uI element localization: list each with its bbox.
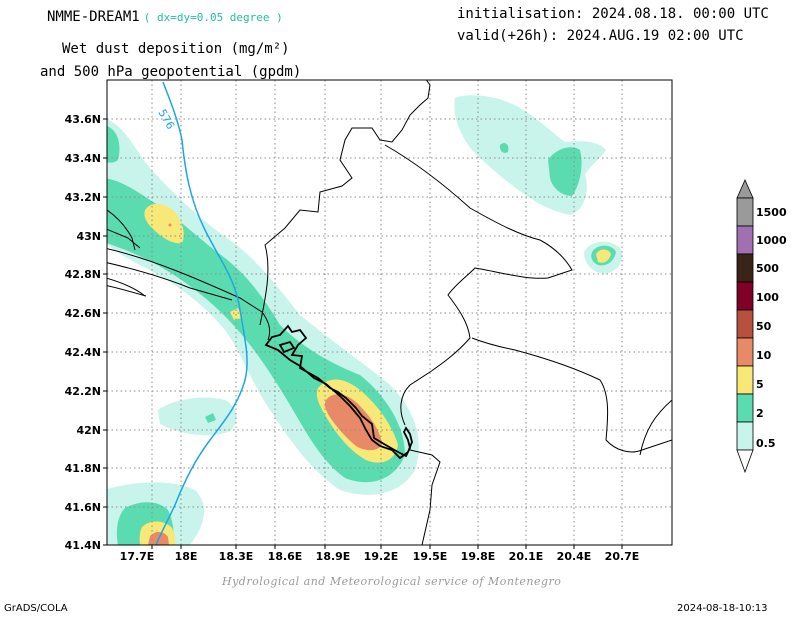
model-name: NMME-DREAM1 — [47, 9, 140, 25]
legend-swatch — [736, 365, 754, 395]
lat-label: 42.2N — [65, 385, 101, 398]
map-grid — [107, 80, 672, 545]
lon-label: 20.1E — [509, 550, 544, 563]
legend-swatch — [736, 449, 754, 474]
longitude-labels: 17.7E 18E 18.3E 18.6E 18.9E 19.2E 19.5E … — [120, 550, 640, 563]
legend-swatch — [736, 197, 754, 227]
legend-label: 1500 — [756, 206, 787, 219]
geopotential-contour-576 — [155, 81, 248, 545]
lat-label: 42.6N — [65, 307, 101, 320]
lat-label: 43N — [76, 230, 101, 243]
deposition-field: 576 — [107, 80, 672, 545]
lon-label: 17.7E — [120, 550, 155, 563]
lat-label: 43.6N — [65, 113, 101, 126]
legend-label: 10 — [756, 349, 772, 362]
legend-swatch — [736, 421, 754, 451]
software-credit: GrADS/COLA — [4, 603, 68, 614]
legend-swatch — [736, 309, 754, 339]
agency-credit: Hydrological and Meteorological service … — [222, 575, 562, 588]
legend-swatch — [736, 337, 754, 367]
legend-label: 2 — [756, 407, 764, 420]
latitude-labels: 43.6N 43.4N 43.2N 43N 42.8N 42.6N 42.4N … — [65, 113, 101, 552]
lon-label: 18.9E — [316, 550, 351, 563]
legend-label: 50 — [756, 320, 772, 333]
model-resolution: ( dx=dy=0.05 degree ) — [143, 11, 283, 24]
legend-swatch — [736, 225, 754, 255]
lat-label: 42N — [76, 424, 101, 437]
lat-label: 41.6N — [65, 501, 101, 514]
lon-label: 18.6E — [268, 550, 303, 563]
model-title: NMME-DREAM1( dx=dy=0.05 degree ) — [47, 6, 283, 25]
legend-label: 100 — [756, 291, 779, 304]
lon-label: 19.2E — [364, 550, 399, 563]
lat-label: 43.4N — [65, 152, 101, 165]
legend-swatch — [736, 179, 754, 199]
legend-swatch — [736, 393, 754, 423]
map-title-line1: Wet dust deposition (mg/m²) — [62, 41, 290, 57]
legend-colorbar — [736, 179, 754, 474]
lat-label: 43.2N — [65, 191, 101, 204]
lat-label: 42.8N — [65, 268, 101, 281]
lon-label: 20.4E — [557, 550, 592, 563]
axis-ticks — [103, 118, 623, 549]
lon-label: 19.5E — [413, 550, 448, 563]
lon-label: 18.3E — [219, 550, 254, 563]
montenegro-coastline — [264, 324, 413, 460]
legend-label: 5 — [756, 378, 764, 391]
lat-label: 41.8N — [65, 462, 101, 475]
map-title-line2: and 500 hPa geopotential (gpdm) — [40, 64, 302, 80]
legend-swatch — [736, 281, 754, 311]
country-borders — [107, 80, 672, 545]
lon-label: 20.7E — [605, 550, 640, 563]
initialisation-time: initialisation: 2024.08.18. 00:00 UTC — [457, 6, 769, 22]
lon-label: 19.8E — [461, 550, 496, 563]
legend-label: 0.5 — [756, 437, 776, 450]
lat-label: 41.4N — [65, 539, 101, 552]
lon-label: 18E — [175, 550, 198, 563]
legend-label: 500 — [756, 262, 779, 275]
legend-swatch — [736, 253, 754, 283]
render-timestamp: 2024-08-18-10:13 — [677, 603, 768, 614]
valid-time: valid(+26h): 2024.AUG.19 02:00 UTC — [457, 28, 744, 44]
lat-label: 42.4N — [65, 346, 101, 359]
legend-labels: 1500 1000 500 100 50 10 5 2 0.5 — [756, 206, 787, 450]
legend-label: 1000 — [756, 234, 787, 247]
